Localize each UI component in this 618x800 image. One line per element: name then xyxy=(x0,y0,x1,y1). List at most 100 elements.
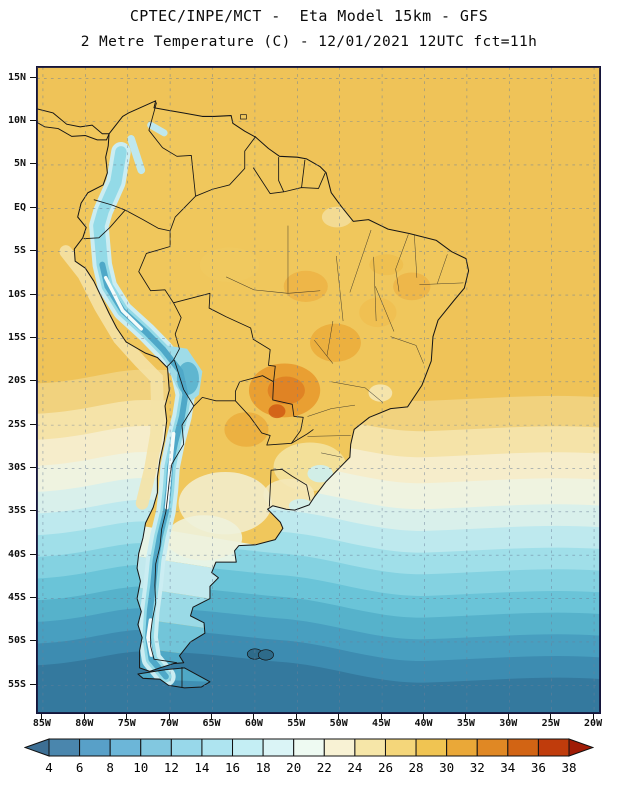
lat-tick-label: 5N xyxy=(13,158,26,170)
lon-tick-mark xyxy=(126,713,128,719)
lat-tick-mark xyxy=(30,336,36,338)
colorbar-segment xyxy=(48,738,81,757)
colorbar-segment xyxy=(507,738,539,757)
land-temperature-patch xyxy=(369,254,404,276)
land-temperature-patch xyxy=(321,206,353,228)
lat-tick-label: 15S xyxy=(7,331,26,343)
land-temperature-patch xyxy=(165,515,243,561)
lon-tick-mark xyxy=(295,713,297,719)
colorbar-segment xyxy=(140,738,172,757)
lat-tick-mark xyxy=(30,683,36,685)
south-america-temperature-map xyxy=(37,67,600,713)
lon-tick-mark xyxy=(83,713,85,719)
colorbar-tick-label: 20 xyxy=(286,760,301,775)
lon-tick-label: 30W xyxy=(499,718,518,729)
lon-tick-mark xyxy=(168,713,170,719)
colorbar-segment xyxy=(170,738,203,757)
lon-tick-label: 85W xyxy=(32,718,51,729)
lat-tick-mark xyxy=(30,640,36,642)
temperature-colorbar: 4 6 8 10 12 14 16 18 20 22 24 26 28 30 32 34 36 38 xyxy=(24,738,594,786)
brazil-state-borders xyxy=(225,225,464,458)
lat-tick-label: 10N xyxy=(7,115,26,127)
colorbar-segment xyxy=(293,738,325,757)
lon-tick-mark xyxy=(465,713,467,719)
colorbar-tick-label: 12 xyxy=(164,760,179,775)
land-temperature-patch xyxy=(283,270,328,302)
lon-tick-label: 35W xyxy=(456,718,475,729)
lat-tick-mark xyxy=(30,597,36,599)
lat-tick-mark xyxy=(30,163,36,165)
colorbar-arrow-left xyxy=(24,738,50,757)
lat-tick-label: 5S xyxy=(13,245,26,257)
colorbar-tick-label: 18 xyxy=(256,760,271,775)
lon-tick-mark xyxy=(422,713,424,719)
colorbar-segment xyxy=(109,738,142,757)
colorbar-segment xyxy=(201,738,234,757)
colorbar-tick-label: 24 xyxy=(347,760,362,775)
land-temperature-patch xyxy=(268,404,286,419)
lat-tick-mark xyxy=(30,380,36,382)
islands xyxy=(240,114,274,661)
colorbar-tick-label: 38 xyxy=(561,760,576,775)
colorbar-tick-label: 4 xyxy=(45,760,53,775)
colorbar-segment xyxy=(354,738,386,757)
colorbar-tick-label: 34 xyxy=(500,760,515,775)
lon-tick-label: 60W xyxy=(244,718,263,729)
lon-tick-label: 80W xyxy=(75,718,94,729)
colorbar-tick-label: 36 xyxy=(531,760,546,775)
lat-tick-mark xyxy=(30,423,36,425)
map-border-frame xyxy=(37,67,600,713)
colorbar-segment xyxy=(262,738,295,757)
lat-tick-mark xyxy=(30,250,36,252)
lat-tick-mark xyxy=(30,510,36,512)
lon-tick-mark xyxy=(253,713,255,719)
land-temperature-patch xyxy=(199,247,260,283)
colorbar-segment xyxy=(79,738,111,757)
latitude-axis-labels: 15N 10N 5N EQ 5S 10S 15S 20S 25S 30S 35S 40S 45S 50S 5… xyxy=(0,66,30,714)
colorbar-tick-label: 26 xyxy=(378,760,393,775)
lat-tick-label: EQ xyxy=(13,201,26,213)
lon-tick-mark xyxy=(550,713,552,719)
lon-tick-mark xyxy=(41,713,43,719)
latitude-tick-marks xyxy=(30,66,36,714)
longitude-axis-labels: 85W 80W 75W 70W 65W 60W 55W 50W 45W 40W 35W 30W 25W 2… xyxy=(33,718,602,732)
falkland-islands-east xyxy=(257,649,274,661)
lat-tick-mark xyxy=(30,120,36,122)
land-temperature-patch xyxy=(267,376,305,405)
map-frame xyxy=(36,66,601,714)
land-temperature-patch xyxy=(307,465,333,483)
humboldt-cool-coastal-water xyxy=(59,245,164,510)
lat-tick-label: 15N xyxy=(7,71,26,83)
longitude-tick-marks xyxy=(36,713,601,719)
lat-tick-label: 45S xyxy=(7,592,26,604)
colorbar-segment xyxy=(415,738,448,757)
lon-tick-label: 55W xyxy=(287,718,306,729)
lon-tick-mark xyxy=(211,713,212,719)
lon-tick-label: 50W xyxy=(329,718,348,729)
colorbar-tick-label: 6 xyxy=(76,760,84,775)
warm-temperature-patches xyxy=(165,206,431,561)
colorbar-tick-label: 32 xyxy=(470,760,485,775)
colorbar-tick-label: 16 xyxy=(225,760,240,775)
lat-tick-mark xyxy=(30,293,36,295)
land-temperature-patch xyxy=(368,384,393,402)
lat-tick-mark xyxy=(30,466,36,468)
colorbar-segment xyxy=(446,738,478,757)
colorbar-arrow-right xyxy=(568,738,594,757)
colorbar-segment xyxy=(537,738,570,757)
central-america-isthmus xyxy=(37,108,110,141)
figure-title-field: 2 Metre Temperature (C) - 12/01/2021 12U… xyxy=(80,34,538,50)
lat-tick-label: 50S xyxy=(7,635,26,647)
colorbar-canvas: 4 6 8 10 12 14 16 18 20 22 24 26 28 30 32 34 36 38 xyxy=(24,738,594,775)
colorbar-segment xyxy=(323,738,356,757)
land-temperature-patch xyxy=(310,323,361,362)
lon-tick-label: 75W xyxy=(117,718,136,729)
lat-tick-mark xyxy=(30,206,36,208)
land-temperature-patch xyxy=(393,272,431,301)
lat-tick-label: 55S xyxy=(7,678,26,690)
colorbar-tick-label: 14 xyxy=(194,760,209,775)
lat-tick-mark xyxy=(30,553,36,555)
colorbar-tick-label: 10 xyxy=(133,760,148,775)
lat-tick-label: 30S xyxy=(7,461,26,473)
